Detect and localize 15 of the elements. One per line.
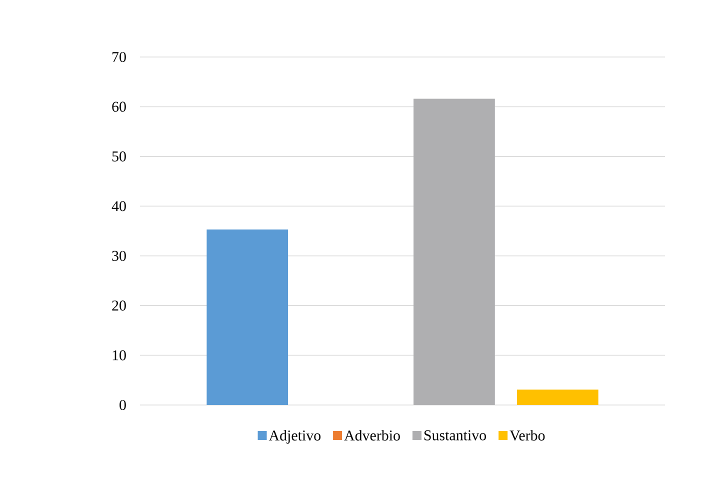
y-tick-label: 70 [112,52,126,62]
y-tick-label: 10 [112,350,126,360]
y-tick-label: 50 [112,151,126,162]
legend-label: Adverbio [344,430,400,441]
y-tick-label: 20 [112,300,126,311]
bar [414,98,495,405]
bar [516,390,598,405]
y-tick-label: 30 [112,250,126,261]
legend-label: Adjetivo [268,430,320,444]
legend-label: Sustantivo [424,430,486,440]
y-tick-label: 40 [112,201,126,212]
y-tick-label: 60 [112,102,126,112]
legend-label: Verbo [510,430,545,441]
bar [206,230,288,405]
y-tick-label: 0 [120,400,126,410]
